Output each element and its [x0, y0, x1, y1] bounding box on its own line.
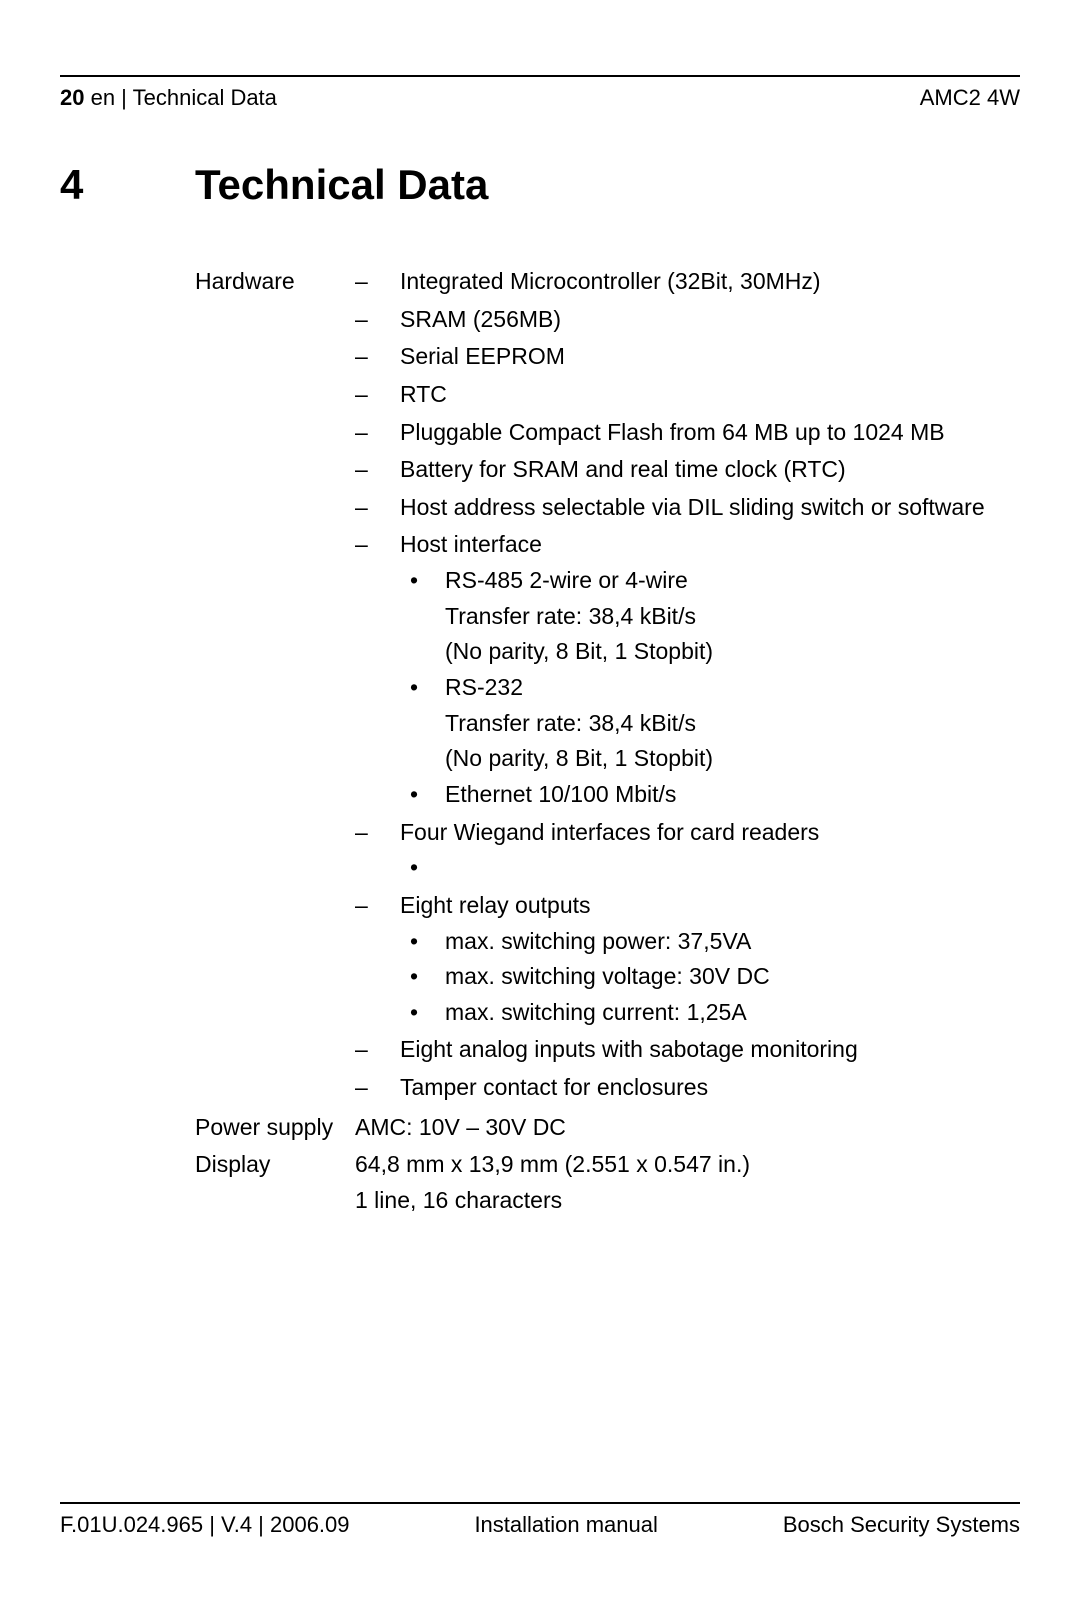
hw-item: –Tamper contact for enclosures [355, 1070, 1020, 1106]
hw-text: Serial EEPROM [400, 339, 1020, 375]
hw-item: –Eight analog inputs with sabotage monit… [355, 1032, 1020, 1068]
display-label: Display [195, 1147, 355, 1218]
bullet-icon: • [400, 959, 445, 995]
hw-item: –RTC [355, 377, 1020, 413]
bullet-text: max. switching power: 37,5VA [445, 924, 1020, 960]
bullet-text: Ethernet 10/100 Mbit/s [445, 777, 1020, 813]
dash-icon: – [355, 490, 400, 526]
bullet-list: •max. switching power: 37,5VA •max. swit… [400, 924, 1020, 1031]
dash-icon: – [355, 415, 400, 451]
hardware-body: –Integrated Microcontroller (32Bit, 30MH… [355, 264, 1020, 1108]
hw-item: –Battery for SRAM and real time clock (R… [355, 452, 1020, 488]
dash-icon: – [355, 815, 400, 886]
hw-item-host-interface: – Host interface •RS-485 2-wire or 4-wir… [355, 527, 1020, 812]
spec-power: Power supply AMC: 10V – 30V DC [195, 1110, 1020, 1146]
hw-text: SRAM (256MB) [400, 302, 1020, 338]
bullet-text: RS-232 Transfer rate: 38,4 kBit/s (No pa… [445, 670, 1020, 777]
hw-text: Eight analog inputs with sabotage monito… [400, 1032, 1020, 1068]
hw-text: Battery for SRAM and real time clock (RT… [400, 452, 1020, 488]
hw-text: Integrated Microcontroller (32Bit, 30MHz… [400, 264, 1020, 300]
bullet-list: •RS-485 2-wire or 4-wire Transfer rate: … [400, 563, 1020, 812]
spec-display: Display 64,8 mm x 13,9 mm (2.551 x 0.547… [195, 1147, 1020, 1218]
bullet-icon: • [400, 777, 445, 813]
hw-item-relay: – Eight relay outputs •max. switching po… [355, 888, 1020, 1031]
power-label: Power supply [195, 1110, 355, 1146]
footer-row: F.01U.024.965 | V.4 | 2006.09 Installati… [60, 1512, 1020, 1538]
bullet-item: •RS-232 Transfer rate: 38,4 kBit/s (No p… [400, 670, 1020, 777]
bullet-item: •Ethernet 10/100 Mbit/s [400, 777, 1020, 813]
hw-item: –Serial EEPROM [355, 339, 1020, 375]
bullet-item: •max. switching power: 37,5VA [400, 924, 1020, 960]
bullet-icon: • [400, 995, 445, 1031]
dash-icon: – [355, 527, 400, 812]
header-left: 20 en | Technical Data [60, 85, 277, 111]
hw-text: RTC [400, 377, 1020, 413]
hw-item: –Integrated Microcontroller (32Bit, 30MH… [355, 264, 1020, 300]
dash-icon: – [355, 1032, 400, 1068]
bullet-text: max. switching current: 1,25A [445, 995, 1020, 1031]
hw-text: Pluggable Compact Flash from 64 MB up to… [400, 415, 1020, 451]
bullet-item: • [400, 850, 1020, 886]
power-value: AMC: 10V – 30V DC [355, 1110, 1020, 1146]
dash-icon: – [355, 339, 400, 375]
hardware-label: Hardware [195, 264, 355, 1108]
footer-company: Bosch Security Systems [783, 1512, 1020, 1538]
footer-doc-type: Installation manual [474, 1512, 657, 1538]
hw-text: Host address selectable via DIL sliding … [400, 490, 1020, 526]
header-rule [60, 75, 1020, 77]
page-number: 20 [60, 85, 84, 110]
bullet-text: max. switching voltage: 30V DC [445, 959, 1020, 995]
header-product: AMC2 4W [920, 85, 1020, 111]
hw-subhead: Host interface [400, 527, 1020, 563]
bullet-icon: • [400, 924, 445, 960]
hw-text: Host interface •RS-485 2-wire or 4-wire … [400, 527, 1020, 812]
hw-item-wiegand: – Four Wiegand interfaces for card reade… [355, 815, 1020, 886]
bullet-text [445, 850, 1020, 886]
hw-subhead: Eight relay outputs [400, 888, 1020, 924]
page-footer: F.01U.024.965 | V.4 | 2006.09 Installati… [60, 1502, 1020, 1538]
spec-hardware: Hardware –Integrated Microcontroller (32… [195, 264, 1020, 1108]
hw-item: –Pluggable Compact Flash from 64 MB up t… [355, 415, 1020, 451]
footer-doc-id: F.01U.024.965 | V.4 | 2006.09 [60, 1512, 350, 1538]
hw-text: Tamper contact for enclosures [400, 1070, 1020, 1106]
display-body: 64,8 mm x 13,9 mm (2.551 x 0.547 in.) 1 … [355, 1147, 1020, 1218]
dash-icon: – [355, 377, 400, 413]
hw-text: Four Wiegand interfaces for card readers… [400, 815, 1020, 886]
bullet-item: •max. switching voltage: 30V DC [400, 959, 1020, 995]
page: 20 en | Technical Data AMC2 4W 4 Technic… [0, 0, 1080, 1618]
header-section: en | Technical Data [84, 85, 276, 110]
dash-icon: – [355, 1070, 400, 1106]
chapter-title: Technical Data [195, 161, 488, 209]
bullet-icon: • [400, 563, 445, 670]
display-line2: 1 line, 16 characters [355, 1183, 1020, 1219]
hw-item: –SRAM (256MB) [355, 302, 1020, 338]
dash-icon: – [355, 302, 400, 338]
bullet-icon: • [400, 670, 445, 777]
dash-icon: – [355, 452, 400, 488]
bullet-icon: • [400, 850, 445, 886]
display-line1: 64,8 mm x 13,9 mm (2.551 x 0.547 in.) [355, 1147, 1020, 1183]
content: Hardware –Integrated Microcontroller (32… [60, 264, 1020, 1219]
hw-subhead: Four Wiegand interfaces for card readers [400, 815, 1020, 851]
hw-text: Eight relay outputs •max. switching powe… [400, 888, 1020, 1031]
bullet-text: RS-485 2-wire or 4-wire Transfer rate: 3… [445, 563, 1020, 670]
dash-icon: – [355, 888, 400, 1031]
hw-item: –Host address selectable via DIL sliding… [355, 490, 1020, 526]
page-header: 20 en | Technical Data AMC2 4W [60, 85, 1020, 111]
dash-icon: – [355, 264, 400, 300]
chapter-number: 4 [60, 161, 195, 209]
bullet-item: •max. switching current: 1,25A [400, 995, 1020, 1031]
chapter-heading: 4 Technical Data [60, 161, 1020, 209]
bullet-list: • [400, 850, 1020, 886]
footer-rule [60, 1502, 1020, 1504]
bullet-item: •RS-485 2-wire or 4-wire Transfer rate: … [400, 563, 1020, 670]
